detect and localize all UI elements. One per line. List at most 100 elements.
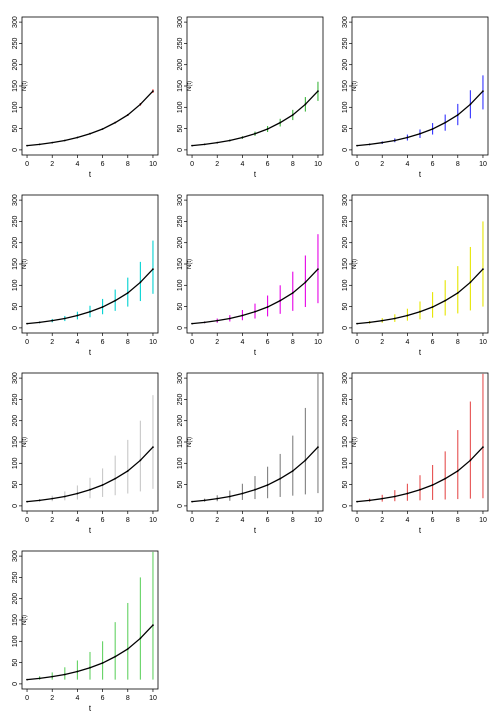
- data-point: [216, 141, 219, 144]
- x-tick-label: 8: [291, 517, 295, 524]
- data-point: [126, 114, 129, 116]
- x-tick-label: 10: [479, 339, 487, 346]
- x-tick-label: 2: [215, 517, 219, 524]
- data-point: [469, 281, 472, 284]
- data-point: [393, 317, 396, 320]
- y-tick-label: 0: [342, 504, 349, 508]
- x-tick-label: 2: [380, 517, 384, 524]
- data-point: [191, 500, 193, 503]
- x-tick-label: 6: [101, 695, 105, 702]
- x-tick-label: 8: [456, 161, 460, 168]
- data-point: [317, 446, 319, 449]
- data-point: [431, 306, 434, 308]
- y-tick-label: 50: [342, 481, 349, 489]
- x-tick-label: 4: [405, 517, 409, 524]
- y-tick-label: 100: [342, 101, 349, 113]
- y-tick-label: 0: [177, 504, 184, 508]
- data-point: [89, 310, 91, 313]
- data-point: [126, 470, 129, 472]
- data-point: [63, 139, 66, 142]
- data-point: [254, 488, 256, 491]
- y-tick-label: 250: [12, 571, 19, 583]
- x-tick-label: 6: [101, 517, 105, 524]
- y-tick-label: 150: [342, 436, 349, 448]
- x-tick-label: 2: [50, 695, 54, 702]
- x-tick-label: 8: [456, 339, 460, 346]
- x-tick-label: 0: [25, 517, 29, 524]
- x-tick-label: 2: [215, 161, 219, 168]
- y-tick-label: 250: [342, 37, 349, 49]
- data-point: [406, 136, 409, 139]
- data-point: [101, 662, 104, 664]
- y-tick-label: 50: [12, 125, 19, 133]
- x-tick-label: 10: [149, 339, 157, 346]
- y-tick-label: 300: [177, 194, 184, 206]
- x-tick-label: 8: [291, 339, 295, 346]
- y-tick-label: 0: [12, 504, 19, 508]
- data-point: [139, 459, 142, 462]
- y-axis-label: N(t): [187, 437, 193, 447]
- x-tick-label: 0: [355, 339, 359, 346]
- x-tick-label: 0: [25, 695, 29, 702]
- data-point: [216, 497, 219, 500]
- data-point: [114, 299, 117, 302]
- y-tick-label: 300: [342, 194, 349, 206]
- y-tick-label: 50: [177, 125, 184, 133]
- x-tick-label: 10: [149, 517, 157, 524]
- x-tick-label: 4: [75, 695, 79, 702]
- data-point: [139, 281, 142, 284]
- data-point: [63, 673, 66, 676]
- data-point: [393, 495, 396, 498]
- y-tick-label: 150: [342, 80, 349, 92]
- y-tick-label: 50: [12, 481, 19, 489]
- y-tick-label: 0: [177, 326, 184, 330]
- x-tick-label: 6: [431, 339, 435, 346]
- data-point: [114, 121, 117, 124]
- data-point: [266, 306, 269, 308]
- y-axis-label: N(t): [352, 81, 358, 91]
- data-point: [126, 292, 129, 294]
- data-point: [291, 114, 294, 116]
- y-tick-label: 100: [177, 279, 184, 291]
- data-point: [317, 268, 319, 271]
- y-tick-label: 250: [177, 37, 184, 49]
- data-point: [368, 499, 371, 502]
- data-point: [38, 677, 41, 680]
- y-tick-label: 300: [12, 372, 19, 384]
- y-tick-label: 150: [177, 80, 184, 92]
- y-tick-label: 150: [12, 80, 19, 92]
- x-tick-label: 4: [240, 517, 244, 524]
- x-axis-label: t: [89, 526, 92, 535]
- series-line: [26, 90, 154, 147]
- x-tick-label: 4: [240, 339, 244, 346]
- x-tick-label: 0: [190, 161, 194, 168]
- data-point: [381, 497, 384, 500]
- y-tick-label: 300: [12, 194, 19, 206]
- data-point: [241, 136, 244, 139]
- x-tick-label: 8: [126, 161, 130, 168]
- y-tick-label: 300: [12, 550, 19, 562]
- x-tick-label: 8: [126, 517, 130, 524]
- y-tick-label: 200: [177, 59, 184, 71]
- data-point: [279, 121, 282, 124]
- x-tick-label: 6: [266, 339, 270, 346]
- y-tick-label: 150: [177, 258, 184, 270]
- data-point: [482, 90, 484, 93]
- data-point: [291, 470, 294, 472]
- data-point: [228, 139, 231, 142]
- data-point: [89, 666, 91, 669]
- y-axis-label: N(t): [22, 437, 28, 447]
- data-point: [203, 321, 206, 324]
- x-tick-label: 0: [25, 339, 29, 346]
- x-tick-label: 10: [479, 161, 487, 168]
- x-tick-label: 4: [405, 339, 409, 346]
- y-tick-label: 200: [177, 415, 184, 427]
- y-tick-label: 150: [12, 614, 19, 626]
- data-point: [51, 319, 54, 322]
- y-tick-label: 200: [12, 237, 19, 249]
